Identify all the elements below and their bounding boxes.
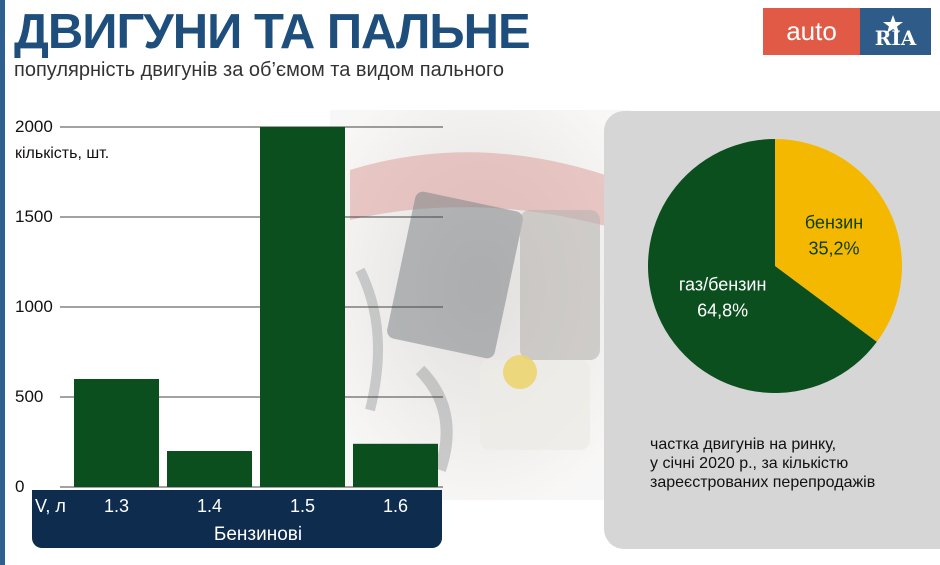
group-label: Бензинові	[214, 524, 302, 545]
y-axis-label: кількість, шт.	[15, 145, 109, 162]
y-tick-label: 1500	[15, 207, 53, 226]
pie-note-line: зареєстрованих перепродажів	[650, 474, 876, 491]
star-icon	[883, 15, 903, 33]
pie-slice-petrol	[775, 139, 902, 342]
bar-x-ticks: 1.3 1.4 1.5 1.6	[104, 496, 408, 516]
pie-note-line: частка двигунів на ринку,	[650, 436, 837, 453]
bar-1.3	[74, 379, 159, 487]
autoria-logo: auto RIA	[763, 8, 931, 55]
y-tick-label: 2000	[15, 117, 53, 136]
bar-series	[74, 127, 438, 487]
page-subtitle: популярність двигунів за об’ємом та видо…	[14, 59, 504, 81]
x-tick-label: 1.6	[383, 496, 408, 516]
bar-1.6	[353, 443, 438, 487]
bar-y-ticks: 0 500 1000 1500 2000	[15, 117, 53, 496]
x-tick-label: 1.3	[104, 496, 129, 516]
logo-auto-text: auto	[763, 8, 860, 55]
pie-slice-gas-petrol	[648, 139, 877, 393]
y-tick-label: 0	[15, 477, 24, 496]
bar-1.4	[167, 451, 252, 487]
bar-1.5	[260, 127, 345, 487]
y-tick-label: 1000	[15, 297, 53, 316]
pie-labels: бензин 35,2% газ/бензин 64,8%	[679, 212, 863, 320]
x-axis-band	[32, 490, 442, 548]
engine-photo	[330, 110, 630, 500]
pie-slice-label: газ/бензин	[679, 274, 767, 294]
x-tick-label: 1.4	[197, 496, 222, 516]
left-accent-bar	[0, 0, 5, 565]
pie-slice-value: 64,8%	[697, 300, 748, 320]
x-tick-label: 1.5	[290, 496, 315, 516]
pie-slice-label: бензин	[805, 212, 863, 232]
pie-note: частка двигунів на ринку, у січні 2020 р…	[650, 435, 875, 492]
y-tick-label: 500	[15, 387, 43, 406]
x-axis-label: V, л	[35, 496, 66, 516]
pie-series	[648, 139, 902, 393]
pie-note-line: у січні 2020 р., за кількістю	[650, 455, 849, 472]
pie-slice-value: 35,2%	[808, 238, 859, 258]
logo-ria-text: RIA	[860, 8, 931, 55]
page-title: ДВИГУНИ ТА ПАЛЬНЕ	[14, 5, 531, 59]
